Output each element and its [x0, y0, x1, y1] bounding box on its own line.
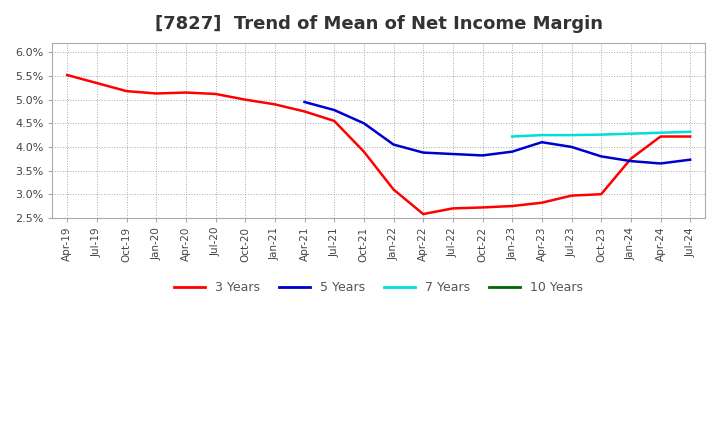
3 Years: [152, 91, 161, 96]
3 Years: [567, 193, 576, 198]
3 Years: [63, 73, 71, 78]
5 Years: [359, 121, 368, 126]
3 Years: [686, 134, 695, 139]
7 Years: [567, 132, 576, 138]
3 Years: [597, 191, 606, 197]
3 Years: [122, 88, 131, 94]
5 Years: [419, 150, 428, 155]
5 Years: [300, 99, 309, 105]
5 Years: [330, 107, 338, 113]
7 Years: [508, 134, 516, 139]
5 Years: [597, 154, 606, 159]
3 Years: [241, 97, 250, 102]
3 Years: [478, 205, 487, 210]
7 Years: [686, 129, 695, 135]
5 Years: [656, 161, 665, 166]
Line: 3 Years: 3 Years: [67, 75, 690, 214]
Line: 5 Years: 5 Years: [305, 102, 690, 164]
3 Years: [181, 90, 190, 95]
3 Years: [449, 206, 457, 211]
3 Years: [300, 109, 309, 114]
5 Years: [449, 151, 457, 157]
3 Years: [271, 102, 279, 107]
Legend: 3 Years, 5 Years, 7 Years, 10 Years: 3 Years, 5 Years, 7 Years, 10 Years: [169, 276, 588, 299]
Line: 7 Years: 7 Years: [512, 132, 690, 136]
7 Years: [597, 132, 606, 137]
5 Years: [686, 157, 695, 162]
5 Years: [538, 139, 546, 145]
5 Years: [567, 144, 576, 150]
5 Years: [390, 142, 398, 147]
5 Years: [478, 153, 487, 158]
3 Years: [419, 212, 428, 217]
3 Years: [330, 118, 338, 124]
7 Years: [538, 132, 546, 138]
3 Years: [390, 187, 398, 192]
5 Years: [626, 158, 635, 164]
3 Years: [359, 149, 368, 154]
3 Years: [93, 81, 102, 86]
7 Years: [656, 130, 665, 136]
3 Years: [626, 156, 635, 161]
5 Years: [508, 149, 516, 154]
3 Years: [211, 92, 220, 97]
Title: [7827]  Trend of Mean of Net Income Margin: [7827] Trend of Mean of Net Income Margi…: [155, 15, 603, 33]
7 Years: [626, 131, 635, 136]
3 Years: [656, 134, 665, 139]
3 Years: [538, 200, 546, 205]
3 Years: [508, 203, 516, 209]
